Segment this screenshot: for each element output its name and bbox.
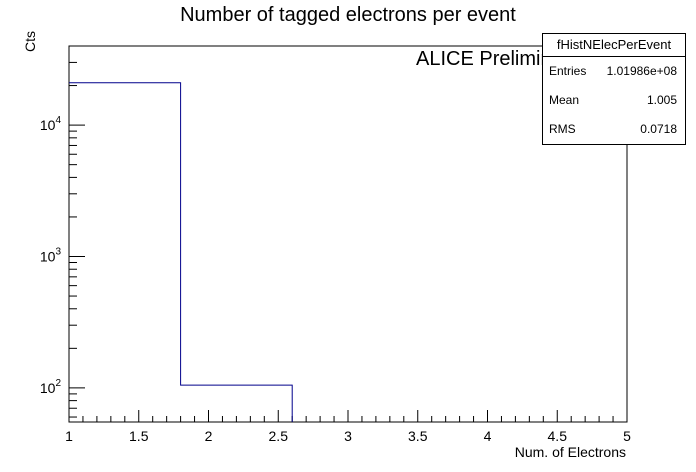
stats-value: 1.01986e+08 (606, 64, 677, 78)
y-tick-label: 102 (40, 378, 62, 396)
stats-key: Entries (549, 64, 587, 78)
x-tick-label: 1 (65, 428, 73, 444)
preliminary-annotation: ALICE Preliminary (416, 48, 580, 70)
stats-box-title: fHistNElecPerEvent (543, 34, 685, 57)
x-tick-label: 3 (344, 428, 352, 444)
x-tick-label: 4.5 (548, 428, 568, 444)
stats-key: RMS (549, 122, 576, 136)
x-axis-label: Num. of Electrons (514, 444, 626, 460)
y-axis-label: Cts (22, 31, 38, 52)
x-tick-label: 1.5 (129, 428, 149, 444)
stats-box: fHistNElecPerEvent Entries 1.01986e+08 M… (542, 33, 686, 145)
x-tick-label: 2 (205, 428, 213, 444)
stats-row-mean: Mean 1.005 (543, 86, 685, 115)
stats-value: 1.005 (646, 93, 677, 107)
histogram-outline (69, 82, 293, 422)
x-tick-label: 4 (484, 428, 492, 444)
stats-value: 0.0718 (640, 122, 677, 136)
stats-row-entries: Entries 1.01986e+08 (543, 57, 685, 86)
stats-row-rms: RMS 0.0718 (543, 115, 685, 144)
x-tick-label: 3.5 (408, 428, 428, 444)
x-tick-label: 5 (623, 428, 631, 444)
stats-key: Mean (549, 93, 580, 107)
x-tick-label: 2.5 (269, 428, 289, 444)
chart-title: Number of tagged electrons per event (180, 4, 516, 26)
y-tick-label: 103 (40, 246, 62, 264)
y-tick-label: 104 (40, 115, 62, 133)
